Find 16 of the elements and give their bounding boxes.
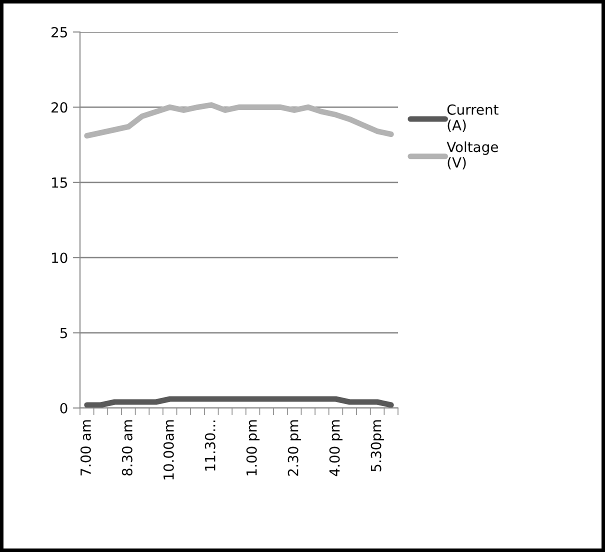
y-tick-label: 5 xyxy=(60,328,67,338)
y-tick-label: 20 xyxy=(52,102,68,113)
y-tick-label: 15 xyxy=(52,178,67,188)
legend-label: Voltage (V) xyxy=(446,141,498,170)
x-tick-label: 8.30 am xyxy=(122,420,132,476)
x-tick-label: 5.30pm xyxy=(370,420,384,472)
y-tick-label: 0 xyxy=(60,402,68,414)
y-tick-label: 25 xyxy=(52,26,67,38)
x-tick-label: 4.00 pm xyxy=(329,420,343,476)
y-tick-label: 10 xyxy=(52,252,68,264)
x-tick-label: 10.00am xyxy=(163,420,174,480)
x-tick-label: 7.00 am xyxy=(80,420,91,476)
x-tick-label: 11.30... xyxy=(204,420,216,471)
x-tick-label: 2.30 pm xyxy=(288,420,302,476)
legend-label: Current (A) xyxy=(447,104,498,132)
x-tick-label: 1.00 pm xyxy=(246,420,260,476)
